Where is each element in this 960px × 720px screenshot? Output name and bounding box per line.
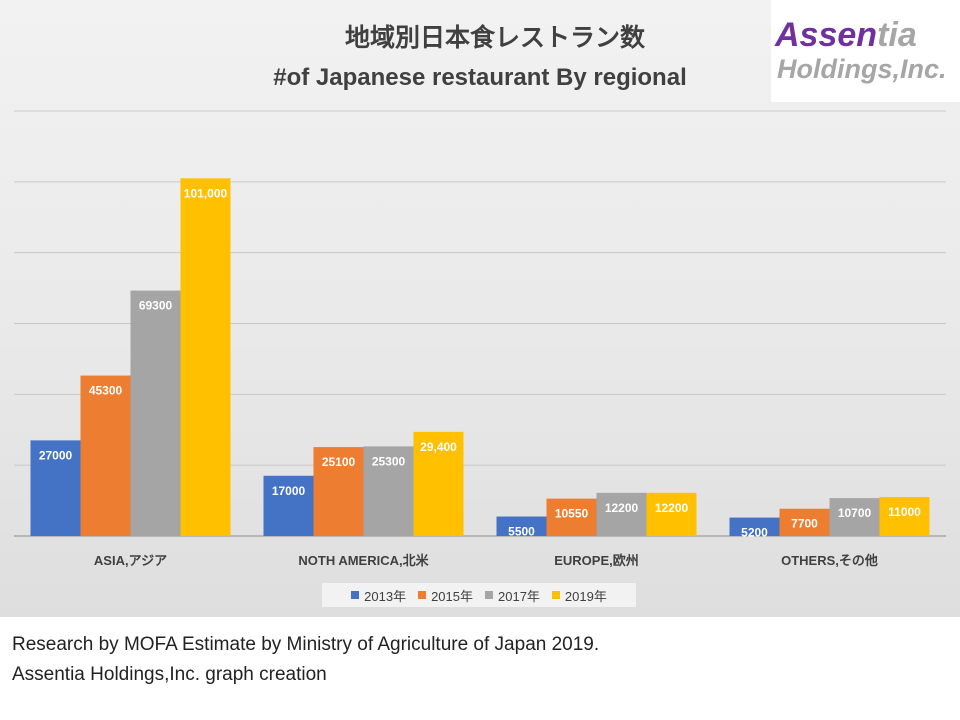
data-label: 10700: [838, 506, 872, 520]
bar: [596, 492, 647, 536]
category-label: EUROPE,欧州: [554, 553, 639, 568]
category-label: ASIA,アジア: [94, 553, 167, 568]
data-label: 12200: [655, 501, 689, 515]
bar: [363, 446, 414, 536]
company-logo: Assentia Holdings,Inc.: [771, 0, 960, 102]
legend-item: 2017年: [485, 586, 540, 605]
data-label: 25100: [322, 455, 356, 469]
legend-swatch: [485, 591, 493, 599]
bar: [30, 440, 81, 536]
data-label: 12200: [605, 501, 639, 515]
bar: [496, 516, 547, 536]
bar-chart: 27000 45300 69300 101,000 17000 25100 25300 29,…: [14, 110, 946, 568]
chart-subtitle: #of Japanese restaurant By regional: [273, 64, 687, 91]
data-label: 17000: [272, 484, 306, 498]
bar: [779, 508, 830, 536]
bar: [130, 290, 181, 536]
data-label: 11000: [888, 505, 921, 519]
bar: [263, 475, 314, 536]
data-label: 5200: [741, 526, 768, 540]
data-label: 69300: [139, 299, 173, 313]
bar: [413, 431, 464, 536]
svg-text:Assentia: Assentia: [774, 16, 917, 54]
chart-legend: 2013年 2015年 2017年 2019年: [322, 583, 636, 607]
data-label: 25300: [372, 454, 406, 468]
source-line-2: Assentia Holdings,Inc. graph creation: [12, 664, 327, 685]
legend-label: 2019年: [564, 588, 607, 604]
data-label: 101,000: [184, 186, 228, 200]
source-footer: Research by MOFA Estimate by Ministry of…: [12, 630, 599, 690]
legend-item: 2013年: [351, 586, 406, 605]
data-label: 10550: [555, 507, 589, 521]
data-label: 45300: [89, 384, 123, 398]
legend-swatch: [551, 591, 560, 599]
legend-label: 2017年: [498, 588, 540, 604]
data-label: 5500: [508, 525, 535, 539]
source-line-1: Research by MOFA Estimate by Ministry of…: [12, 634, 600, 655]
legend-item: 2019年: [551, 586, 607, 605]
bar: [180, 178, 231, 536]
bar: [313, 447, 364, 536]
bar: [80, 375, 131, 536]
legend-label: 2015年: [431, 588, 473, 604]
category-label: OTHERS,その他: [781, 553, 878, 568]
logo-text-c: Holdings,Inc.: [777, 54, 947, 84]
bar: [546, 498, 597, 536]
bar: [729, 517, 780, 536]
legend-swatch: [418, 591, 427, 599]
legend-label: 2013年: [364, 588, 407, 604]
logo-text-a: Assen: [774, 16, 877, 54]
bar: [879, 497, 930, 536]
logo-text-b: tia: [877, 16, 917, 54]
data-label: 29,400: [420, 440, 457, 454]
category-label: NOTH AMERICA,北米: [298, 553, 429, 568]
legend-item: 2015年: [418, 586, 473, 605]
bar: [646, 492, 697, 536]
chart-title: 地域別日本食レストラン数: [344, 24, 645, 52]
bar: [829, 498, 880, 536]
data-label: 7700: [791, 517, 818, 531]
legend-swatch: [351, 591, 360, 599]
data-label: 27000: [39, 448, 73, 462]
